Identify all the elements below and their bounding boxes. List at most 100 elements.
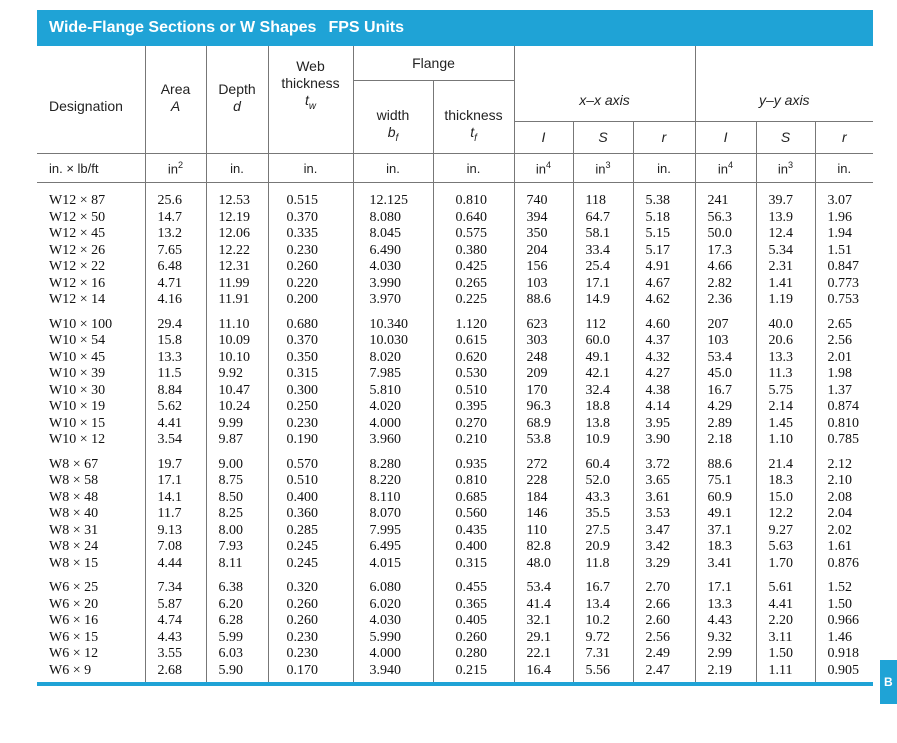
depth-header: Depth d xyxy=(205,46,268,121)
tf-cell: 1.120 0.615 0.620 0.530 0.510 0.395 0.27… xyxy=(432,311,514,452)
group-w10: W10 × 100 W10 × 54 W10 × 45 W10 × 39 W10… xyxy=(37,311,874,452)
tw-cell: 0.320 0.260 0.260 0.230 0.230 0.170 xyxy=(267,575,353,682)
tw-cell: 0.680 0.370 0.350 0.315 0.300 0.250 0.23… xyxy=(267,311,353,452)
ry-cell: 3.07 1.96 1.94 1.51 0.847 0.773 0.753 xyxy=(814,182,874,312)
group-w8: W8 × 67 W8 × 58 W8 × 48 W8 × 40 W8 × 31 … xyxy=(37,451,874,575)
flange-width-unit: in. xyxy=(352,153,433,183)
sx-unit-base: in xyxy=(595,161,606,177)
sx-cell: 112 60.0 49.1 42.1 32.4 18.8 13.8 10.9 xyxy=(572,311,633,452)
depth-cell: 6.38 6.20 6.28 5.99 6.03 5.90 xyxy=(205,575,268,682)
xx-spacer xyxy=(513,46,696,81)
flange-width-label: width xyxy=(376,107,410,124)
xx-axis-header: x–x axis xyxy=(513,80,696,122)
flange-header: Flange xyxy=(352,46,514,81)
rx-cell: 4.60 4.37 4.32 4.27 4.38 4.14 3.95 3.90 xyxy=(632,311,696,452)
iy-symbol: I xyxy=(723,128,728,145)
table-units-label: FPS Units xyxy=(328,19,405,36)
web-subscript: w xyxy=(308,101,316,112)
iy-unit-exp: 4 xyxy=(728,159,734,170)
sx-cell: 16.7 13.4 10.2 9.72 7.31 5.56 xyxy=(572,575,633,682)
sy-cell: 39.7 13.9 12.4 5.34 2.31 1.41 1.19 xyxy=(755,182,816,312)
bottom-rule xyxy=(37,682,873,686)
area-symbol: A xyxy=(170,98,181,114)
yy-axis-header: y–y axis xyxy=(694,80,874,122)
sy-unit-exp: 3 xyxy=(788,159,794,170)
ix-unit-base: in xyxy=(535,161,547,177)
area-spacer xyxy=(144,121,206,154)
depth-cell: 12.53 12.19 12.06 12.22 12.31 11.99 11.9… xyxy=(205,182,268,312)
iy-cell: 241 56.3 50.0 17.3 4.66 2.82 2.36 xyxy=(694,182,757,312)
sx-symbol: S xyxy=(598,128,608,145)
units-row: in. × lb/ft in2 in. in. in. in. in4 in3 … xyxy=(37,153,874,183)
tf-cell: 0.455 0.365 0.405 0.260 0.280 0.215 xyxy=(432,575,514,682)
flange-width-subscript: f xyxy=(395,133,399,144)
xx-axis-label: x–x axis xyxy=(579,92,630,108)
depth-cell: 11.10 10.09 10.10 9.92 10.47 10.24 9.99 … xyxy=(205,311,268,452)
ix-header: I xyxy=(513,121,573,154)
ix-cell: 53.4 41.4 32.1 29.1 22.1 16.4 xyxy=(513,575,573,682)
area-label: Area xyxy=(160,81,191,97)
depth-spacer xyxy=(205,121,268,154)
depth-unit: in. xyxy=(205,153,268,183)
table-title-bar: Wide-Flange Sections or W Shapes FPS Uni… xyxy=(37,10,873,46)
sx-cell: 60.4 52.0 43.3 35.5 27.5 20.9 11.8 xyxy=(572,451,633,575)
yy-spacer xyxy=(694,46,874,81)
sy-cell: 21.4 18.3 15.0 12.2 9.27 5.63 1.70 xyxy=(755,451,816,575)
designation-unit: in. × lb/ft xyxy=(37,153,145,183)
bf-cell: 12.125 8.080 8.045 6.490 4.030 3.990 3.9… xyxy=(352,182,433,312)
flange-width-symbol: b xyxy=(387,124,396,141)
designation-cell: W6 × 25 W6 × 20 W6 × 16 W6 × 15 W6 × 12 … xyxy=(49,580,99,678)
ry-symbol: r xyxy=(841,128,847,145)
ix-cell: 740 394 350 204 156 103 88.6 xyxy=(513,182,573,312)
rx-cell: 5.38 5.18 5.15 5.17 4.91 4.67 4.62 xyxy=(632,182,696,312)
flange-thickness-header: thickness tf xyxy=(432,80,514,154)
tw-cell: 0.570 0.510 0.400 0.360 0.285 0.245 0.24… xyxy=(267,451,353,575)
flange-width-header: width bf xyxy=(352,80,433,154)
iy-cell: 88.6 75.1 60.9 49.1 37.1 18.3 3.41 xyxy=(694,451,757,575)
sy-cell: 40.0 20.6 13.3 11.3 5.75 2.14 1.45 1.10 xyxy=(755,311,816,452)
web-thickness-label: thickness xyxy=(281,75,340,92)
rx-header: r xyxy=(632,121,696,154)
rx-cell: 2.70 2.66 2.60 2.56 2.49 2.47 xyxy=(632,575,696,682)
area-unit: in2 xyxy=(144,153,206,183)
iy-header: I xyxy=(694,121,757,154)
depth-symbol: d xyxy=(233,98,241,114)
web-unit: in. xyxy=(267,153,353,183)
iy-cell: 17.1 13.3 4.43 9.32 2.99 2.19 xyxy=(694,575,757,682)
ix-cell: 623 303 248 209 170 96.3 68.9 53.8 xyxy=(513,311,573,452)
ix-cell: 272 228 184 146 110 82.8 48.0 xyxy=(513,451,573,575)
ry-unit: in. xyxy=(814,153,874,183)
area-unit-base: in xyxy=(167,161,179,177)
depth-cell: 9.00 8.75 8.50 8.25 8.00 7.93 8.11 xyxy=(205,451,268,575)
iy-unit: in4 xyxy=(694,153,757,183)
web-label: Web xyxy=(296,58,325,75)
flange-thickness-label: thickness xyxy=(444,107,503,124)
area-unit-exp: 2 xyxy=(178,159,184,170)
ry-cell: 2.12 2.10 2.08 2.04 2.02 1.61 0.876 xyxy=(814,451,874,575)
appendix-side-tab: B xyxy=(880,660,897,704)
sy-header: S xyxy=(755,121,816,154)
sx-unit: in3 xyxy=(572,153,633,183)
header-row-3: I S r I S r xyxy=(37,121,874,154)
ix-symbol: I xyxy=(541,128,546,145)
area-cell: 7.34 5.87 4.74 4.43 3.55 2.68 xyxy=(144,575,206,682)
flange-thickness-subscript: f xyxy=(474,133,477,144)
area-cell: 19.7 17.1 14.1 11.7 9.13 7.08 4.44 xyxy=(144,451,206,575)
bf-cell: 8.280 8.220 8.110 8.070 7.995 6.495 4.01… xyxy=(352,451,433,575)
ix-unit: in4 xyxy=(513,153,573,183)
flange-thickness-symbol: t xyxy=(470,124,475,141)
area-cell: 29.4 15.8 13.3 11.5 8.84 5.62 4.41 3.54 xyxy=(144,311,206,452)
header-row-2: width bf thickness tf x–x axis y–y axis xyxy=(37,80,874,154)
web-symbol: t xyxy=(305,92,309,109)
rx-cell: 3.72 3.65 3.61 3.53 3.47 3.42 3.29 xyxy=(632,451,696,575)
ry-header: r xyxy=(814,121,874,154)
sx-cell: 118 64.7 58.1 33.4 25.4 17.1 14.9 xyxy=(572,182,633,312)
designation-cell: W8 × 67 W8 × 58 W8 × 48 W8 × 40 W8 × 31 … xyxy=(49,456,99,571)
header-row-1: Designation Area A Depth d Web thickness tw … xyxy=(37,46,874,121)
group-w12: W12 × 87 W12 × 50 W12 × 45 W12 × 26 W12 … xyxy=(37,182,874,312)
tw-cell: 0.515 0.370 0.335 0.230 0.260 0.220 0.20… xyxy=(267,182,353,312)
yy-axis-label: y–y axis xyxy=(758,92,810,108)
web-spacer xyxy=(267,121,353,154)
designation-spacer xyxy=(37,121,145,154)
bf-cell: 6.080 6.020 4.030 5.990 4.000 3.940 xyxy=(352,575,433,682)
